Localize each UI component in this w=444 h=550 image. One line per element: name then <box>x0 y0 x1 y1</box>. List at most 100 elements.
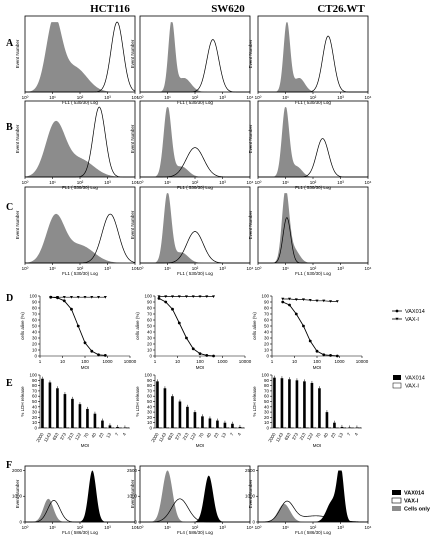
e-y-title-1: % LDH release <box>135 386 140 417</box>
d-point-vax014-2-5 <box>315 349 319 353</box>
e-bar-vax014-1-10 <box>231 423 234 428</box>
d-y-tick-label-0-2: 20 <box>32 342 38 347</box>
x-tick-label-r2c2-3: 10³ <box>337 266 344 271</box>
d-point-vax-i-0-1 <box>56 296 60 299</box>
e-x-tick-label-0-7: 40 <box>90 432 97 439</box>
f-y-tick-label-1-2: 2500 <box>127 468 138 473</box>
e-bar-vax-i-0-1 <box>51 427 55 429</box>
x-axis-title-r0c1: FL1 ( 530/30) Log <box>177 100 213 105</box>
d-x-title-2: MOI <box>313 365 322 370</box>
black-histogram-r5c2 <box>258 470 368 522</box>
open-histogram-r0c2 <box>258 35 368 93</box>
x-tick-label-r5c1-1: 10¹ <box>164 525 171 530</box>
d-y-title-1: cells alive (%) <box>135 312 140 340</box>
x-tick-label-r1c1-3: 10³ <box>219 180 226 185</box>
e-x-tick-label-2-4: 213 <box>299 432 307 441</box>
e-bar-vax-i-2-2 <box>290 427 294 429</box>
y-axis-title-r5c0: Event Number <box>15 479 20 508</box>
y-axis-title-r5c1: Event Number <box>130 479 135 508</box>
y-axis-title-r2c1: Event Number <box>130 210 135 239</box>
e-bar-vax-i-0-2 <box>58 427 62 429</box>
d-point-vax-i-1-0 <box>157 295 161 298</box>
e-y-tick-label-0-6: 60 <box>32 394 38 399</box>
row-label-c: C <box>6 202 14 213</box>
x-tick-label-r1c2-3: 10³ <box>337 180 344 185</box>
d-y-tick-label-0-6: 60 <box>32 318 38 323</box>
e-x-tick-label-0-10: 7 <box>114 432 120 437</box>
d-point-vax014-2-6 <box>322 353 326 357</box>
open-histogram-r5c2 <box>257 500 369 523</box>
x-tick-label-r0c2-3: 10³ <box>337 95 344 100</box>
e-x-tick-label-1-8: 23 <box>213 432 220 439</box>
e-y-tick-label-2-3: 30 <box>264 410 270 415</box>
d-y-tick-label-0-9: 90 <box>32 300 38 305</box>
d-point-vax-i-0-7 <box>97 296 101 299</box>
d-y-tick-label-0-10: 100 <box>29 294 37 299</box>
d-point-vax014-2-2 <box>294 312 298 316</box>
e-y-tick-label-1-1: 10 <box>147 420 153 425</box>
panel-frame-r0c1 <box>139 15 251 93</box>
x-tick-label-r1c2-4: 10⁴ <box>365 180 372 185</box>
d-x-tick-label-2-1: 10 <box>292 359 298 364</box>
d-y-title-2: cells alive (%) <box>252 312 257 340</box>
d-point-vax-i-2-5 <box>315 299 319 303</box>
e-y-tick-label-2-7: 70 <box>264 388 270 393</box>
e-bar-vax014-0-7 <box>93 413 97 428</box>
e-x-tick-label-2-1: 1143 <box>275 432 284 443</box>
legend-d-label-vax014: VAX014 <box>405 309 425 315</box>
panel-frame-r5c2 <box>257 465 369 523</box>
e-x-tick-label-1-11: 4 <box>237 432 243 437</box>
x-tick-label-r0c1-1: 10¹ <box>164 95 171 100</box>
e-y-tick-label-2-1: 10 <box>264 420 270 425</box>
d-point-vax014-1-3 <box>177 321 181 325</box>
d-point-vax-i-0-3 <box>69 296 73 299</box>
y-axis-title-r5c2: Event Number <box>248 479 253 508</box>
legend-e-label-vax-i: VAX-I <box>405 384 419 390</box>
open-histogram-r1c2 <box>258 138 368 178</box>
f-y-tick-label-1-0: 0 <box>134 520 137 525</box>
e-y-tick-label-0-1: 10 <box>32 420 38 425</box>
legend-d-marker-vax-i <box>395 317 399 321</box>
e-x-tick-label-1-6: 70 <box>198 432 205 439</box>
d-point-vax014-1-1 <box>164 300 168 304</box>
d-y-tick-label-1-6: 60 <box>147 318 153 323</box>
open-histogram-r1c1 <box>140 147 250 178</box>
legend-d-marker-vax014 <box>395 309 399 313</box>
e-x-tick-label-0-9: 13 <box>105 432 112 439</box>
d-point-vax014-1-6 <box>198 352 202 355</box>
e-bar-vax-i-0-6 <box>88 427 92 429</box>
x-tick-label-r5c0-3: 10³ <box>104 525 111 530</box>
d-y-tick-label-0-3: 30 <box>32 336 38 341</box>
d-point-vax-i-0-0 <box>49 296 53 299</box>
e-bar-vax-i-1-4 <box>188 427 192 429</box>
e-bar-vax-i-0-9 <box>111 427 115 429</box>
e-bar-vax-i-2-11 <box>358 427 362 429</box>
e-x-tick-label-0-8: 23 <box>98 432 105 439</box>
e-bar-vax014-0-9 <box>108 425 112 428</box>
e-y-title-0: % LDH release <box>20 386 25 417</box>
x-tick-label-r0c1-2: 10² <box>192 95 199 100</box>
x-tick-label-r0c0-2: 10² <box>77 95 84 100</box>
column-title-hct116: HCT116 <box>90 3 130 15</box>
e-bar-vax-i-0-0 <box>43 427 47 429</box>
x-tick-label-r0c2-2: 10² <box>310 95 317 100</box>
d-y-tick-label-2-9: 90 <box>264 300 270 305</box>
e-y-tick-label-1-4: 40 <box>147 404 153 409</box>
e-bar-vax-i-2-3 <box>298 427 302 429</box>
row-label-e: E <box>6 378 13 389</box>
d-y-tick-label-2-10: 100 <box>261 294 269 299</box>
e-y-tick-label-0-3: 30 <box>32 410 38 415</box>
x-tick-label-r2c0-3: 10³ <box>104 266 111 271</box>
e-y-tick-label-0-10: 100 <box>29 373 37 378</box>
open-histogram-r0c1 <box>140 39 250 93</box>
column-title-ct26: CT26.WT <box>317 3 365 15</box>
e-y-tick-label-0-8: 80 <box>32 383 38 388</box>
d-y-tick-label-1-8: 80 <box>147 306 153 311</box>
e-y-tick-label-2-6: 60 <box>264 394 270 399</box>
d-y-tick-label-0-4: 40 <box>32 330 38 335</box>
d-x-tick-label-2-2: 100 <box>313 359 321 364</box>
d-y-tick-label-2-4: 40 <box>264 330 270 335</box>
e-bar-vax-i-0-3 <box>66 427 70 429</box>
x-tick-label-r2c2-1: 10¹ <box>282 266 289 271</box>
y-axis-title-r2c2: Event Number <box>248 210 253 239</box>
